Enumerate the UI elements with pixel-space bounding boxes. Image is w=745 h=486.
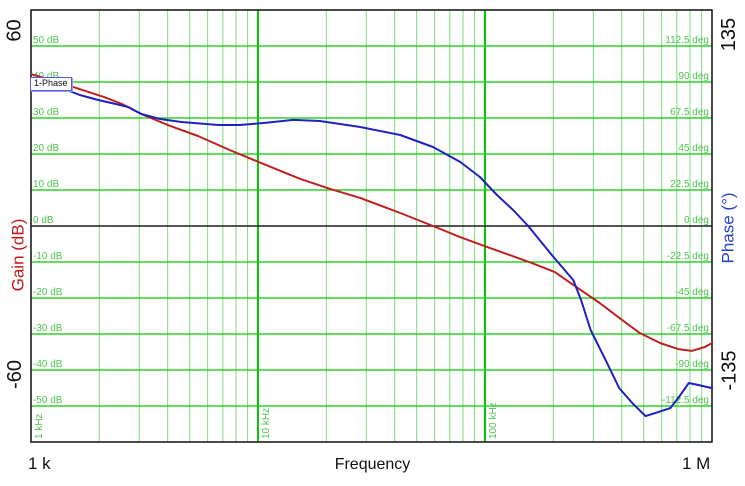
gain-grid-label: 0 dB: [33, 215, 54, 226]
left-axis-max-value: 60: [3, 18, 26, 42]
gain-grid-label: 50 dB: [33, 35, 59, 46]
gain-grid-label: 30 dB: [33, 107, 59, 118]
phase-grid-label: 45 deg: [678, 143, 709, 154]
right-axis-min: -135: [715, 336, 745, 404]
right-axis-max: 135: [715, 10, 745, 58]
gain-grid-label: 20 dB: [33, 143, 59, 154]
left-axis-max: 60: [0, 10, 30, 50]
phase-grid-label: -90 deg: [675, 359, 709, 370]
phase-grid-label: -45 deg: [675, 287, 709, 298]
gain-curve: [30, 73, 713, 352]
left-axis-min-value: -60: [3, 359, 26, 389]
left-axis-min: -60: [0, 342, 30, 406]
plot-border: [30, 9, 713, 443]
gain-grid-label: -50 dB: [33, 395, 63, 406]
gain-grid-label: 10 dB: [33, 179, 59, 190]
phase-grid-label: 112.5 deg: [665, 35, 709, 46]
gain-axis-title: Gain (dB): [8, 218, 27, 292]
gain-grid-label: -40 dB: [33, 359, 63, 370]
right-axis-min-value: -135: [718, 349, 741, 391]
phase-grid-label: 0 deg: [684, 215, 709, 226]
x-axis-title: Frequency: [334, 456, 411, 473]
decade-frequency-label: 100 kHz: [488, 402, 499, 439]
gain-grid-label: -20 dB: [33, 287, 63, 298]
phase-curve-marker-label[interactable]: 1-Phase: [30, 77, 72, 91]
phase-grid-label: 67.5 deg: [670, 107, 709, 118]
x-axis-end-label: 1 M: [682, 454, 711, 473]
gain-grid-label: -10 dB: [33, 251, 63, 262]
decade-frequency-label: 1 kHz: [34, 413, 45, 439]
phase-grid-label: 90 deg: [678, 71, 709, 82]
phase-grid-label: -67.5 deg: [667, 323, 709, 334]
gain-grid-label: -30 dB: [33, 323, 63, 334]
gain-grid-label: 40 dB: [33, 71, 59, 82]
phase-curve: [30, 81, 713, 418]
phase-grid-label: -22.5 deg: [667, 251, 709, 262]
phase-grid-label: 22.5 deg: [670, 179, 709, 190]
x-axis-start-label: 1 k: [28, 454, 51, 473]
phase-grid-label: -112.5 deg: [662, 395, 709, 406]
right-axis-title-wrap: Phase (°): [713, 150, 745, 306]
left-axis-title-wrap: Gain (dB): [2, 180, 34, 330]
phase-axis-title: Phase (°): [719, 192, 739, 264]
decade-frequency-label: 10 kHz: [261, 408, 272, 439]
right-axis-max-value: 135: [718, 17, 741, 51]
